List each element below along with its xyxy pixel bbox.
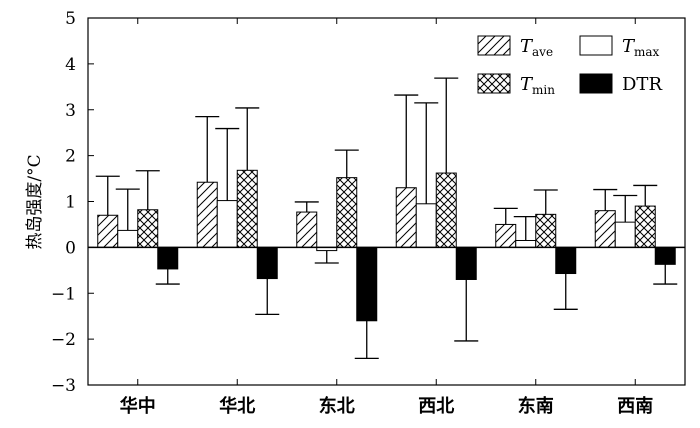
legend-swatch bbox=[477, 73, 511, 94]
legend-swatch bbox=[477, 35, 511, 56]
bar-dtr bbox=[555, 246, 577, 275]
legend-label: DTR bbox=[622, 74, 662, 95]
bar-ave bbox=[594, 210, 616, 248]
legend-label: Tave bbox=[520, 36, 553, 59]
legend-swatch bbox=[579, 35, 613, 56]
plot-frame bbox=[87, 17, 686, 386]
bar-dtr bbox=[455, 246, 477, 280]
bar-dtr bbox=[654, 246, 676, 265]
y-tick-label: 5 bbox=[65, 9, 76, 29]
bar-ave bbox=[97, 214, 119, 248]
y-tick-label: 3 bbox=[65, 101, 76, 121]
bar-ave bbox=[395, 187, 417, 248]
legend-swatch bbox=[579, 73, 613, 94]
y-tick-label: 0 bbox=[65, 238, 76, 258]
y-tick-label: 2 bbox=[65, 147, 76, 167]
x-tick-label: 东南 bbox=[518, 395, 554, 417]
x-tick-label: 华北 bbox=[219, 395, 255, 417]
bar-dtr bbox=[157, 246, 179, 270]
x-tick-label: 西北 bbox=[418, 396, 454, 417]
y-tick-label: −3 bbox=[51, 376, 76, 396]
y-tick-label: 1 bbox=[65, 193, 76, 213]
bar-min bbox=[634, 205, 656, 248]
legend-label: Tmin bbox=[520, 74, 555, 97]
bar-ave bbox=[196, 181, 218, 248]
x-tick-label: 西南 bbox=[617, 395, 653, 417]
y-tick-label: −1 bbox=[51, 284, 76, 304]
bar-ave bbox=[495, 223, 517, 248]
y-tick-label: −2 bbox=[51, 330, 76, 350]
x-tick-label: 东北 bbox=[319, 395, 355, 417]
bar-min bbox=[236, 169, 258, 248]
bar-ave bbox=[296, 211, 318, 248]
bar-dtr bbox=[356, 246, 378, 322]
bar-min bbox=[435, 172, 457, 248]
y-axis-label: 热岛强度/°C bbox=[25, 154, 45, 249]
bar-min bbox=[137, 209, 159, 248]
bar-min bbox=[336, 177, 358, 248]
bar-max bbox=[216, 200, 238, 248]
y-tick-label: 4 bbox=[65, 55, 76, 75]
bar-max bbox=[614, 221, 636, 248]
bar-min bbox=[535, 213, 557, 248]
bar-max bbox=[415, 203, 437, 248]
bar-dtr bbox=[256, 246, 278, 280]
legend: Tave Tmax Tmin DTR bbox=[477, 35, 662, 97]
legend-label: Tmax bbox=[622, 36, 660, 59]
x-tick-label: 华中 bbox=[120, 395, 156, 417]
bar-max bbox=[117, 229, 139, 248]
bar-max bbox=[515, 239, 537, 248]
